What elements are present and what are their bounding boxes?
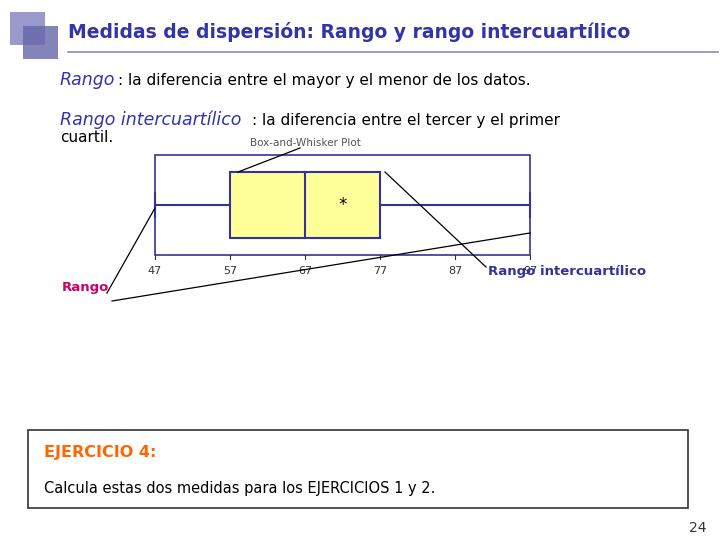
Bar	[155, 155, 530, 255]
Text: Box-and-Whisker Plot: Box-and-Whisker Plot	[250, 138, 361, 148]
Text: 47: 47	[148, 266, 162, 276]
Text: Medidas de dispersión: Rango y rango intercuartílico: Medidas de dispersión: Rango y rango int…	[68, 22, 630, 42]
Text: 77: 77	[373, 266, 387, 276]
Text: 67: 67	[298, 266, 312, 276]
Bar	[28, 430, 688, 508]
Text: EJERCICIO 4:: EJERCICIO 4:	[44, 444, 156, 460]
Text: : la diferencia entre el tercer y el primer: : la diferencia entre el tercer y el pri…	[252, 112, 560, 127]
Text: Rango: Rango	[60, 71, 115, 89]
Bar	[10, 12, 45, 45]
Text: Rango intercuartílico: Rango intercuartílico	[60, 111, 241, 129]
Text: Calcula estas dos medidas para los EJERCICIOS 1 y 2.: Calcula estas dos medidas para los EJERC…	[44, 481, 436, 496]
Text: cuartil.: cuartil.	[60, 130, 113, 145]
Text: Rango intercuartílico: Rango intercuartílico	[488, 266, 646, 279]
Text: 97: 97	[523, 266, 537, 276]
Bar	[23, 26, 58, 59]
Text: Rango: Rango	[62, 281, 109, 294]
Text: : la diferencia entre el mayor y el menor de los datos.: : la diferencia entre el mayor y el meno…	[118, 72, 531, 87]
Text: 24: 24	[688, 521, 706, 535]
Text: 57: 57	[223, 266, 237, 276]
Text: *: *	[338, 196, 347, 214]
Text: 87: 87	[448, 266, 462, 276]
Bar	[230, 172, 380, 238]
